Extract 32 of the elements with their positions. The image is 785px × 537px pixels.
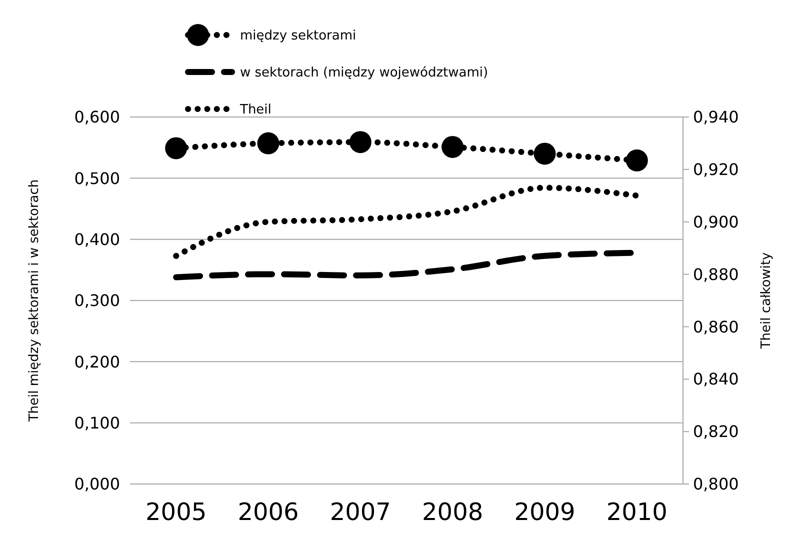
y2-tick-label: 0,940 [693,108,739,127]
point [349,131,372,154]
point [442,136,464,158]
y-tick-label: 0,100 [74,413,120,432]
point [257,132,280,154]
y2-axis-title: Theil całkowity [759,252,774,350]
y2-tick-label: 0,860 [693,317,739,336]
y-tick-label: 0,200 [74,352,120,372]
x-tick-label: 2005 [146,498,207,526]
point [534,142,556,165]
y2-tick-label: 0,820 [693,422,739,442]
point [165,137,188,160]
legend-label: w sektorach (między województwami) [240,66,488,81]
y2-tick-label: 0,880 [693,264,739,284]
y-tick-label: 0,400 [74,230,120,249]
y-tick-label: 0,000 [74,474,120,494]
y2-tick-label: 0,800 [693,474,739,494]
legend-label: Theil [239,102,272,118]
x-tick-label: 2008 [422,498,484,526]
y2-tick-label: 0,900 [693,212,739,232]
legend-label: między sektorami [240,28,356,44]
point [626,149,648,172]
y-tick-label: 0,600 [74,108,120,127]
x-tick-label: 2006 [238,498,299,526]
y-axis-title: Theil między sektorami i w sektorach [27,179,42,423]
y-tick-label: 0,500 [74,168,120,188]
y-tick-label: 0,300 [74,291,120,310]
y2-tick-label: 0,920 [693,160,739,180]
y2-tick-label: 0,840 [693,370,739,389]
x-tick-label: 2010 [606,498,668,526]
x-tick-label: 2009 [514,498,576,526]
x-tick-label: 2007 [330,498,391,526]
